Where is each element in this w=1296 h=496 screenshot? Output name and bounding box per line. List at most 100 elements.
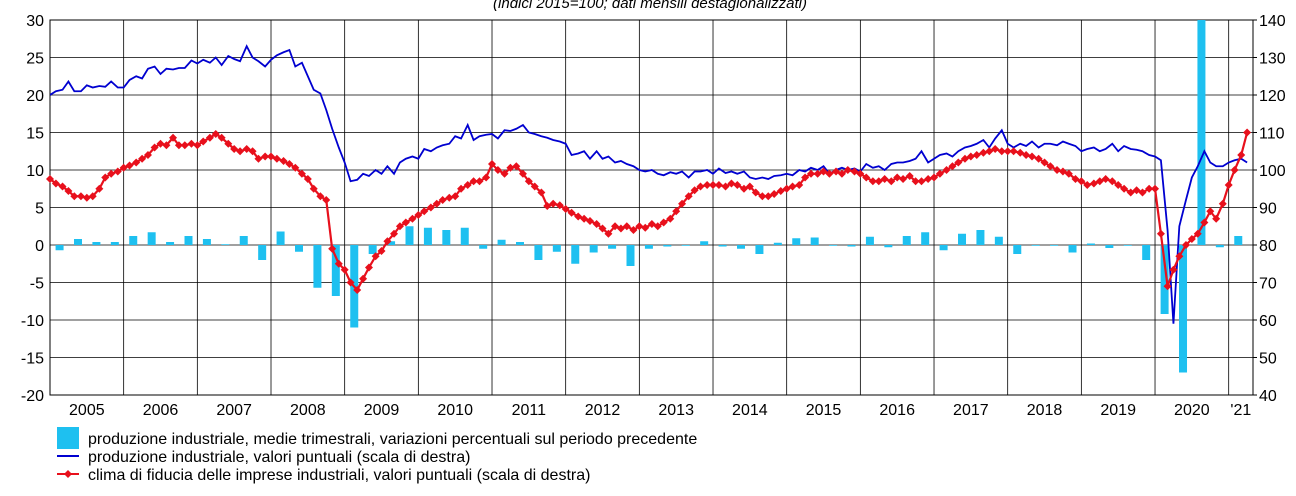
marker: [457, 184, 466, 193]
marker: [917, 177, 926, 186]
bar: [1123, 245, 1132, 246]
marker: [543, 202, 552, 210]
bar: [184, 236, 193, 245]
x-tick-label: 2006: [143, 402, 179, 419]
bar: [737, 245, 746, 249]
marker: [850, 167, 859, 176]
marker: [703, 181, 712, 189]
marker: [537, 188, 546, 197]
bar: [939, 245, 948, 251]
marker: [1046, 162, 1055, 171]
marker: [95, 184, 104, 193]
y-tick-label: 15: [26, 126, 44, 143]
marker: [211, 130, 220, 138]
bar: [1142, 245, 1151, 260]
bar: [276, 231, 285, 245]
marker: [567, 208, 576, 217]
marker: [1126, 188, 1135, 197]
y2-tick-label: 80: [1259, 238, 1277, 255]
marker: [132, 158, 141, 167]
bar: [221, 244, 230, 245]
marker: [334, 259, 343, 268]
bar: [1197, 20, 1206, 245]
marker: [1120, 184, 1129, 193]
marker: [438, 196, 447, 204]
plot-frame: [49, 19, 1254, 396]
legend-label: clima di fiducia delle imprese industria…: [88, 467, 590, 484]
marker: [751, 188, 760, 197]
x-tick-label: 2007: [216, 402, 252, 419]
marker: [180, 141, 189, 150]
marker: [187, 139, 196, 148]
marker: [328, 244, 337, 253]
marker: [309, 184, 318, 193]
marker: [629, 226, 638, 234]
marker: [598, 224, 607, 233]
bar: [958, 233, 967, 245]
marker: [721, 182, 730, 191]
marker: [930, 173, 939, 182]
marker: [242, 145, 251, 153]
marker: [1224, 181, 1233, 189]
bar: [644, 245, 653, 249]
x-tick-label: 2013: [658, 402, 694, 419]
marker: [272, 154, 281, 163]
marker: [887, 177, 896, 186]
marker: [390, 229, 399, 238]
marker: [733, 181, 742, 189]
marker: [174, 141, 183, 150]
x-tick-label: '21: [1230, 402, 1251, 419]
bar: [663, 245, 672, 247]
marker: [832, 167, 841, 176]
marker: [770, 190, 779, 198]
marker: [924, 175, 933, 183]
bar: [442, 230, 451, 245]
marker: [224, 139, 233, 148]
marker: [88, 192, 97, 201]
bar: [994, 236, 1003, 245]
bar: [884, 245, 893, 248]
marker: [1237, 151, 1246, 159]
bar: [552, 245, 561, 252]
bar: [516, 242, 525, 245]
marker: [684, 192, 693, 201]
bar: [718, 245, 727, 247]
marker: [1089, 179, 1098, 188]
marker: [1218, 199, 1227, 208]
legend-marker: [64, 470, 72, 478]
marker: [1027, 152, 1036, 161]
marker: [788, 182, 797, 191]
y2-tick-label: 40: [1259, 388, 1277, 405]
marker: [782, 184, 791, 193]
bar: [681, 245, 690, 246]
marker: [322, 196, 331, 204]
marker: [230, 145, 239, 153]
marker: [518, 169, 527, 178]
marker: [432, 199, 441, 208]
y-tick-label: -15: [21, 351, 44, 368]
marker: [1071, 175, 1080, 183]
marker: [377, 247, 386, 255]
marker: [291, 163, 300, 172]
line: [50, 132, 1249, 292]
marker: [997, 147, 1006, 156]
marker: [1003, 147, 1012, 156]
marker: [1145, 184, 1154, 193]
marker: [113, 167, 122, 176]
x-tick-label: 2011: [512, 402, 547, 419]
legend-label: produzione industriale, medie trimestral…: [88, 431, 697, 448]
y2-tick-label: 110: [1259, 126, 1285, 143]
marker: [942, 166, 951, 174]
marker: [622, 222, 631, 231]
marker: [70, 192, 79, 201]
marker: [512, 162, 521, 171]
marker: [199, 137, 208, 146]
marker: [58, 182, 67, 191]
marker: [420, 207, 429, 216]
y2-tick-label: 140: [1259, 13, 1286, 30]
marker: [236, 147, 245, 156]
y-tick-label: 30: [26, 13, 44, 30]
marker: [125, 161, 134, 170]
marker: [555, 201, 564, 210]
x-tick-label: 2009: [364, 402, 400, 419]
